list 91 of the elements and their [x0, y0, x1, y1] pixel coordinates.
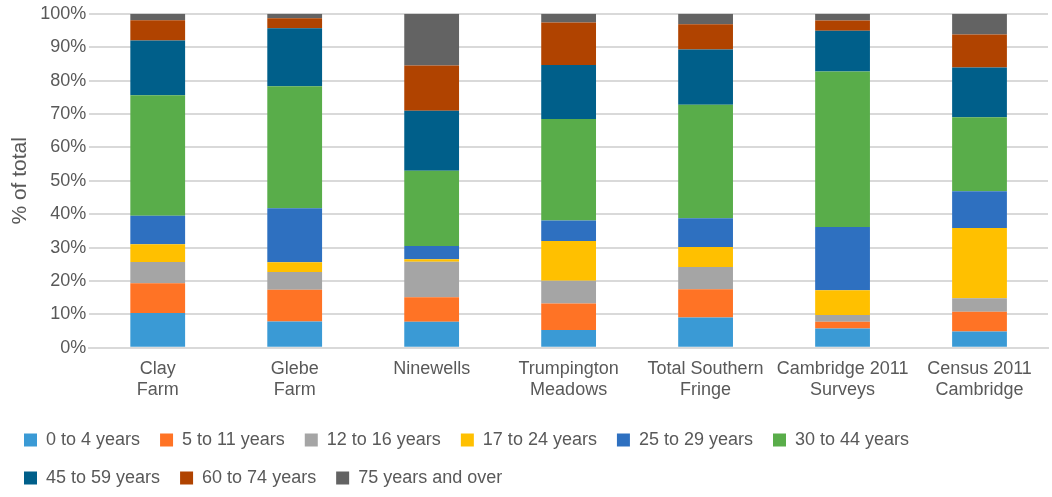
bar — [541, 22, 597, 65]
bar — [404, 321, 460, 347]
bar — [815, 328, 870, 347]
bar — [404, 110, 460, 171]
bar — [130, 261, 186, 284]
bar — [130, 13, 186, 21]
bar — [267, 13, 323, 19]
bar — [541, 64, 597, 120]
bar — [404, 245, 460, 260]
bar — [678, 49, 733, 105]
legend-label: 17 to 24 years — [482, 428, 597, 449]
bar — [541, 220, 597, 241]
bar — [678, 266, 733, 290]
bar — [952, 191, 1007, 228]
legend-label: 5 to 11 years — [182, 428, 285, 449]
bar — [952, 13, 1007, 35]
bar — [267, 321, 323, 347]
y-tick-label: 10% — [50, 303, 87, 324]
y-tick-label: 90% — [50, 36, 87, 57]
bar — [404, 13, 460, 66]
bar — [541, 303, 597, 331]
bar — [952, 298, 1007, 312]
bar — [815, 226, 870, 291]
bar — [952, 227, 1007, 299]
bar — [815, 20, 870, 31]
bar — [267, 18, 323, 29]
x-tick-label: Total Southern Fringe — [647, 357, 764, 400]
y-tick-label: 20% — [50, 269, 87, 290]
bar — [815, 321, 870, 329]
bar — [130, 20, 186, 41]
legend-label: 25 to 29 years — [638, 428, 753, 449]
bar — [541, 119, 597, 221]
bar — [678, 13, 733, 25]
bar — [952, 311, 1007, 332]
bar — [815, 315, 870, 322]
bar — [541, 240, 597, 281]
bar — [130, 283, 186, 314]
y-tick-label: 60% — [50, 136, 87, 157]
bar — [815, 71, 870, 227]
bar — [267, 271, 323, 290]
bar — [678, 289, 733, 318]
bar — [952, 117, 1007, 192]
bar — [267, 289, 323, 322]
y-tick-label: 80% — [50, 69, 87, 90]
bar — [541, 13, 597, 23]
bar — [130, 313, 186, 347]
bar — [130, 215, 186, 245]
bar — [678, 246, 733, 267]
bar — [267, 28, 323, 87]
bar — [404, 65, 460, 111]
bar — [678, 24, 733, 50]
bar — [541, 280, 597, 304]
x-tick-label: Clay Farm — [136, 357, 179, 400]
bar — [678, 218, 733, 247]
bar — [404, 259, 460, 262]
legend-label: 45 to 59 years — [46, 466, 161, 487]
bar — [952, 34, 1007, 68]
y-tick-label: 30% — [50, 236, 87, 257]
x-tick-label: Census 2011 Cambridge — [927, 357, 1032, 400]
bar — [815, 30, 870, 72]
bar — [952, 67, 1007, 118]
x-tick-label: Trumpington Meadows — [518, 357, 619, 400]
bar — [952, 331, 1007, 347]
bar — [267, 208, 323, 263]
bar — [130, 244, 186, 262]
legend-label: 12 to 16 years — [326, 428, 441, 449]
bar — [678, 104, 733, 219]
bar — [404, 261, 460, 298]
bar — [678, 317, 733, 347]
bar — [130, 40, 186, 96]
bar — [815, 290, 870, 316]
y-tick-label: 100% — [40, 2, 87, 23]
y-tick-label: 50% — [50, 169, 87, 190]
y-axis-title: % of total — [7, 137, 31, 225]
legend-label: 0 to 4 years — [46, 428, 141, 449]
bar — [541, 330, 597, 347]
bar — [815, 13, 870, 21]
bar — [267, 262, 323, 272]
y-tick-label: 0% — [60, 336, 87, 357]
x-tick-label: Glebe Farm — [270, 357, 319, 400]
legend-label: 30 to 44 years — [795, 428, 910, 449]
bar — [130, 95, 186, 216]
bar — [404, 170, 460, 246]
y-tick-label: 70% — [50, 102, 87, 123]
bar — [404, 297, 460, 322]
legend-label: 60 to 74 years — [202, 466, 317, 487]
x-tick-label: Ninewells — [393, 357, 471, 378]
bar — [267, 86, 323, 209]
y-tick-label: 40% — [50, 203, 87, 224]
legend-label: 75 years and over — [358, 466, 503, 487]
x-tick-label: Cambridge 2011 Surveys — [776, 357, 909, 400]
